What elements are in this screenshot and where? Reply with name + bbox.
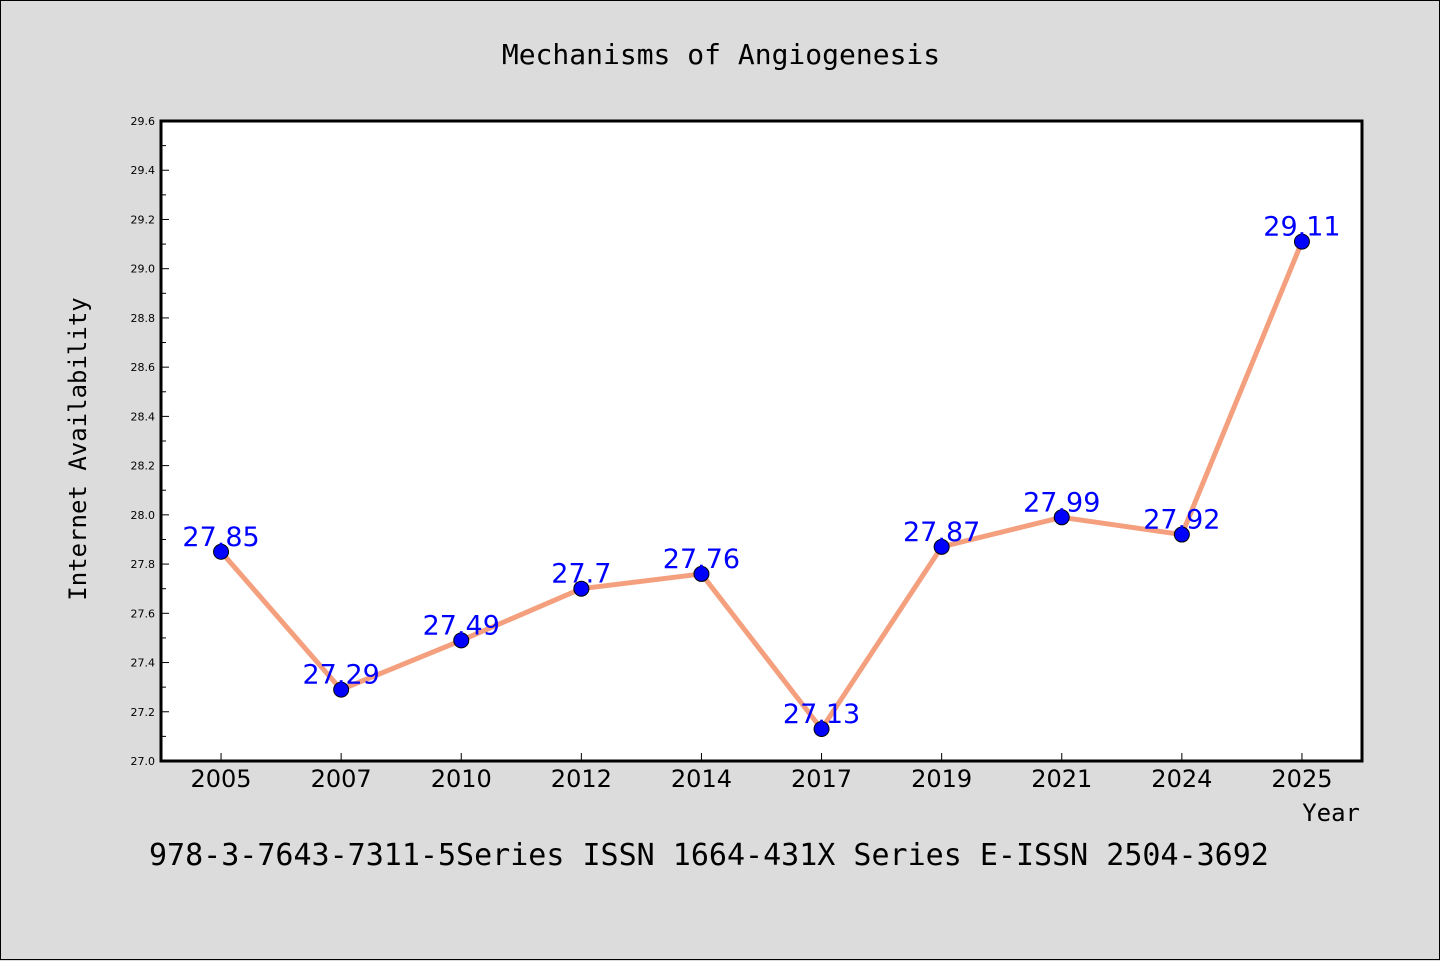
x-tick-label: 2005 (191, 765, 252, 793)
y-tick-label: 27.2 (131, 706, 156, 719)
y-tick-label: 27.8 (131, 558, 156, 571)
y-tick-label: 27.6 (131, 607, 156, 620)
x-tick-label: 2021 (1031, 765, 1092, 793)
y-axis-label: Internet Availability (64, 297, 92, 600)
x-tick-label: 2007 (311, 765, 372, 793)
data-label: 27.13 (783, 699, 860, 730)
data-point (933, 538, 950, 555)
data-label: 27.92 (1143, 505, 1220, 536)
y-tick-label: 29.0 (131, 263, 156, 276)
y-axis: 27.0 27.2 27.4 27.6 27.8 28.0 28.2 28.4 28.6 28.8… (131, 115, 169, 768)
series-line (219, 240, 1305, 732)
y-tick-label: 28.0 (131, 509, 156, 522)
data-point (573, 580, 590, 597)
data-label-group: 27.85 27.29 27.49 27.7 27.76 27.13 27.87 27.99 2… (182, 212, 1340, 730)
x-tick-label: 2019 (911, 765, 972, 793)
data-label: 27.49 (423, 610, 500, 641)
chart-title: Mechanisms of Angiogenesis (502, 38, 940, 71)
x-tick-label: 2010 (431, 765, 492, 793)
y-tick-label: 28.8 (131, 312, 156, 325)
data-label: 29.11 (1263, 212, 1340, 243)
data-label: 27.85 (182, 522, 259, 553)
y-tick-label: 28.2 (131, 460, 156, 473)
x-tick-label: 2025 (1271, 765, 1332, 793)
footer-text: 978-3-7643-7311-5Series ISSN 1664-431X S… (149, 838, 1269, 873)
data-label: 27.87 (903, 517, 980, 548)
x-tick-label: 2012 (551, 765, 612, 793)
data-point (1053, 509, 1070, 526)
data-label: 27.7 (551, 559, 611, 590)
data-point (213, 543, 230, 560)
x-axis-label: Year (1302, 799, 1360, 827)
x-axis: 2005 2007 2010 2012 2014 2017 2019 2021 2024 2025 (191, 753, 1332, 793)
series-line-group (213, 233, 1310, 737)
y-tick-label: 27.0 (131, 755, 156, 768)
y-tick-label: 27.4 (131, 657, 156, 670)
data-point (1293, 233, 1310, 250)
x-tick-label: 2024 (1151, 765, 1212, 793)
y-tick-label: 28.4 (131, 410, 156, 423)
data-point (693, 565, 710, 582)
data-point (1173, 526, 1190, 543)
y-tick-label: 29.6 (131, 115, 156, 128)
data-point (333, 681, 350, 698)
data-label: 27.76 (663, 544, 740, 575)
y-tick-label: 28.6 (131, 361, 156, 374)
data-label: 27.99 (1023, 487, 1100, 518)
x-tick-label: 2017 (791, 765, 852, 793)
x-tick-label: 2014 (671, 765, 732, 793)
y-tick-label: 29.4 (131, 164, 156, 177)
y-tick-label: 29.2 (131, 213, 156, 226)
data-point (813, 721, 830, 737)
data-point (453, 632, 470, 649)
data-label: 27.29 (303, 660, 380, 691)
